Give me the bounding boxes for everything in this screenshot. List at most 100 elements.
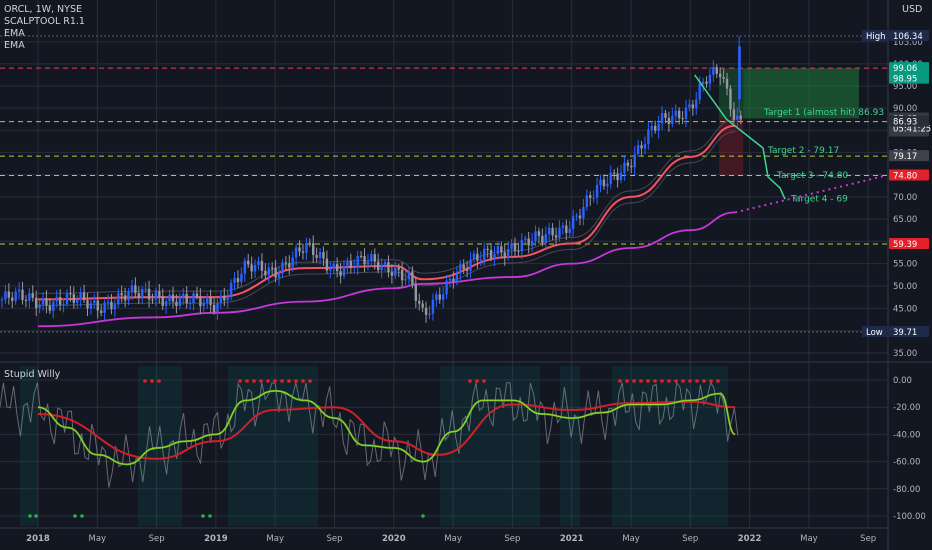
- target-annotation: Target 3 - 74.80: [776, 171, 848, 181]
- candle-body: [93, 300, 96, 303]
- x-tick-label: May: [266, 534, 284, 544]
- osc-bottom-marker: [28, 514, 32, 518]
- symbol-title[interactable]: ORCL, 1W, NYSE: [4, 4, 82, 15]
- indicator-ema-2[interactable]: EMA: [4, 40, 25, 51]
- price-label: 86.93: [893, 118, 917, 128]
- candle-body: [472, 253, 476, 260]
- candle-body: [589, 195, 592, 198]
- candle-body: [500, 246, 503, 253]
- x-tick-label: May: [89, 534, 107, 544]
- osc-top-marker: [625, 379, 629, 383]
- candle-body: [411, 271, 414, 285]
- candle-body: [38, 304, 41, 309]
- target-annotation: Target 4 - 69: [790, 195, 848, 205]
- candle-body: [462, 264, 465, 269]
- candle-body: [243, 260, 247, 274]
- x-tick-label: 2019: [204, 534, 228, 544]
- target-annotation: Target 1 (almost hit) 86.93: [763, 108, 884, 118]
- osc-top-marker: [639, 379, 643, 383]
- candle-body: [438, 294, 441, 300]
- candle-body: [274, 267, 277, 278]
- osc-top-marker: [301, 379, 305, 383]
- osc-top-marker: [266, 379, 270, 383]
- candle-body: [404, 278, 407, 281]
- candle-body: [551, 227, 554, 236]
- osc-teal-zone: [228, 366, 318, 526]
- price-label-tag-box: [862, 30, 888, 41]
- candle-body: [192, 293, 195, 303]
- osc-teal-zone: [20, 366, 38, 526]
- candle-body: [182, 294, 185, 297]
- candle-body: [79, 292, 82, 300]
- osc-top-marker: [273, 379, 277, 383]
- candle-body: [154, 291, 158, 300]
- candle-body: [684, 107, 688, 120]
- price-label: 98.95: [893, 75, 917, 85]
- osc-top-marker: [716, 379, 720, 383]
- candle-body: [175, 301, 178, 307]
- candle-body: [565, 225, 568, 233]
- osc-top-marker: [157, 379, 161, 383]
- candle-body: [315, 255, 318, 258]
- candle-body: [513, 243, 517, 251]
- candle-body: [130, 285, 134, 293]
- price-label: 59.39: [893, 240, 917, 250]
- candle-body: [626, 162, 630, 166]
- candle-body: [147, 288, 151, 300]
- osc-top-marker: [143, 379, 147, 383]
- candle-body: [561, 225, 565, 228]
- candle-body: [158, 291, 161, 297]
- osc-top-marker: [674, 379, 678, 383]
- candle-body: [233, 278, 236, 283]
- candle-body: [575, 215, 578, 217]
- candle-body: [654, 125, 657, 131]
- candle-body: [578, 215, 582, 219]
- candle-body: [270, 267, 274, 269]
- osc-tick-label: 0.00: [893, 376, 912, 386]
- osc-teal-zone: [612, 366, 728, 526]
- x-tick-label: May: [622, 534, 640, 544]
- candle-body: [465, 268, 469, 271]
- reward-zone: [743, 68, 859, 119]
- candle-body: [48, 305, 52, 311]
- candle-body: [664, 113, 667, 118]
- candle-body: [729, 88, 732, 110]
- indicator-ema-1[interactable]: EMA: [4, 28, 25, 39]
- osc-bottom-marker: [73, 514, 77, 518]
- candle-body: [715, 67, 718, 74]
- candle-body: [493, 253, 496, 259]
- candle-body: [288, 263, 291, 268]
- candle-body: [356, 255, 359, 268]
- ema-purple-projection: [734, 174, 887, 214]
- candle-body: [137, 293, 140, 298]
- candle-body: [291, 257, 294, 268]
- candle-body: [424, 307, 428, 315]
- candle-body: [212, 304, 216, 312]
- candle-body: [431, 299, 435, 314]
- candle-body: [418, 300, 421, 304]
- candle-body: [322, 252, 325, 259]
- price-label-tag: High: [866, 32, 886, 42]
- oscillator-title[interactable]: Stupid Willy: [4, 369, 61, 380]
- osc-bottom-marker: [80, 514, 84, 518]
- candle-body: [691, 104, 695, 109]
- candle-body: [530, 240, 534, 246]
- candle-body: [640, 145, 643, 149]
- candle-body: [527, 238, 530, 246]
- candle-body: [318, 252, 322, 258]
- candle-body: [209, 297, 212, 305]
- candle-body: [110, 301, 113, 310]
- x-tick-label: Sep: [682, 534, 698, 544]
- indicator-scalptool[interactable]: SCALPTOOL R1.1: [4, 16, 85, 27]
- candle-body: [599, 179, 602, 185]
- candle-body: [705, 81, 708, 84]
- candle-body: [353, 267, 356, 269]
- candle-body: [636, 145, 640, 155]
- candle-body: [96, 300, 99, 311]
- price-label-box: [889, 62, 929, 74]
- price-label-tag: Low: [866, 328, 883, 338]
- candle-body: [253, 264, 257, 272]
- osc-top-marker: [632, 379, 636, 383]
- candle-body: [506, 249, 510, 258]
